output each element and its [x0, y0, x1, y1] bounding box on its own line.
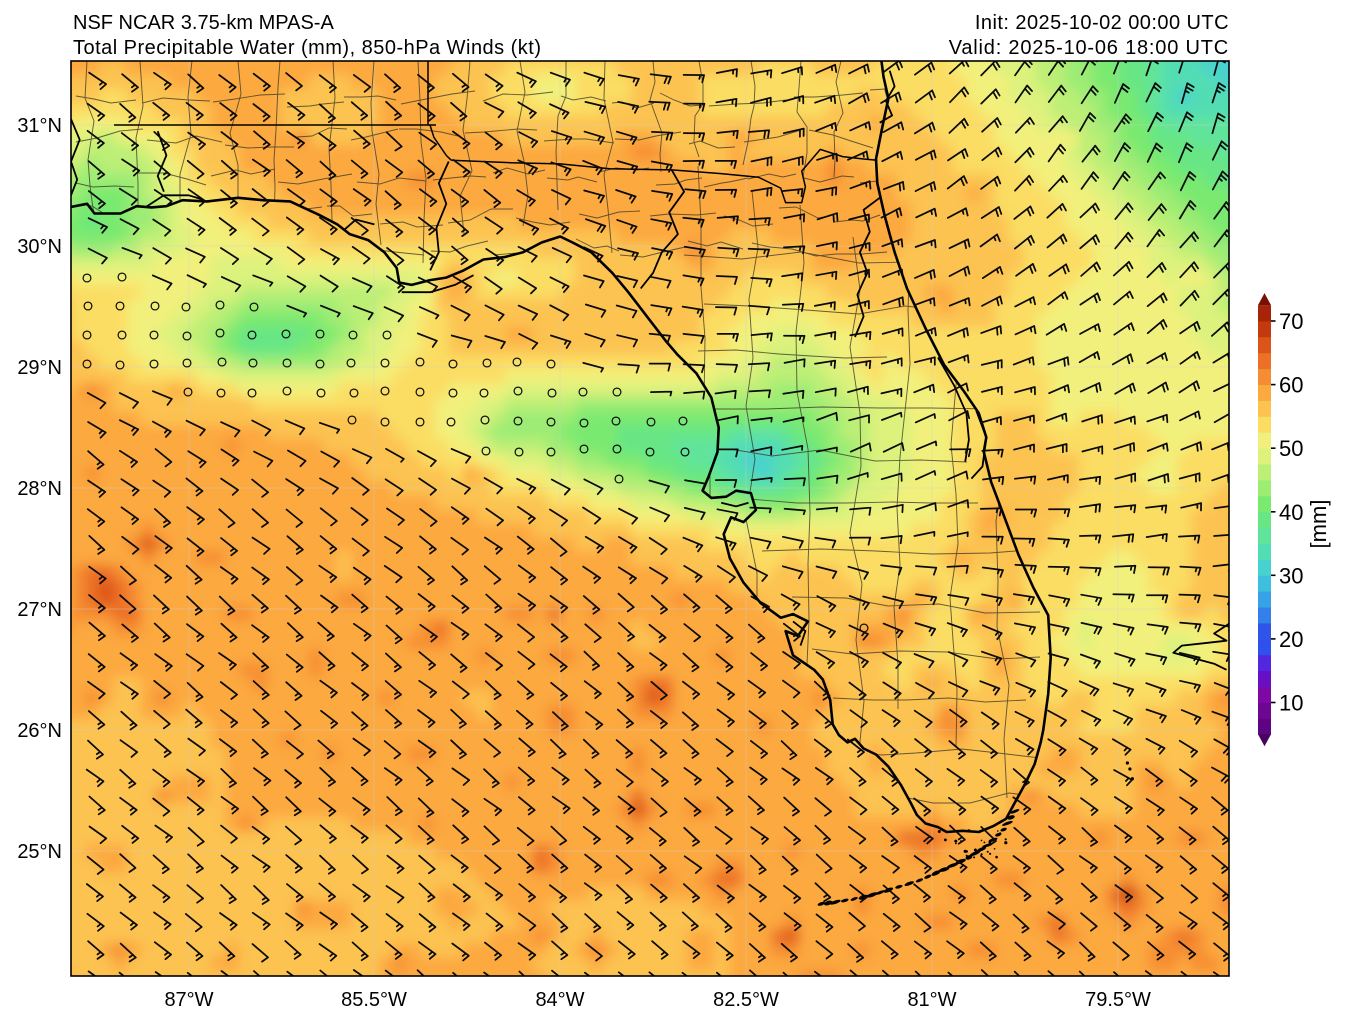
svg-text:31°N: 31°N — [17, 115, 62, 137]
svg-text:50: 50 — [1279, 436, 1303, 461]
svg-text:30°N: 30°N — [17, 236, 62, 258]
svg-text:10: 10 — [1279, 691, 1303, 716]
svg-text:[mm]: [mm] — [1306, 500, 1331, 549]
svg-text:20: 20 — [1279, 627, 1303, 652]
svg-text:81°W: 81°W — [907, 989, 956, 1011]
svg-text:28°N: 28°N — [17, 478, 62, 500]
svg-text:70: 70 — [1279, 309, 1303, 334]
svg-text:87°W: 87°W — [164, 989, 213, 1011]
svg-text:27°N: 27°N — [17, 599, 62, 621]
svg-text:82.5°W: 82.5°W — [713, 989, 779, 1011]
svg-text:60: 60 — [1279, 373, 1303, 398]
svg-text:Init: 2025-10-02 00:00 UTC: Init: 2025-10-02 00:00 UTC — [975, 12, 1229, 34]
svg-text:26°N: 26°N — [17, 720, 62, 742]
svg-text:40: 40 — [1279, 500, 1303, 525]
svg-text:84°W: 84°W — [535, 989, 584, 1011]
svg-text:85.5°W: 85.5°W — [341, 989, 407, 1011]
svg-text:Valid: 2025-10-06 18:00 UTC: Valid: 2025-10-06 18:00 UTC — [949, 37, 1229, 59]
svg-text:29°N: 29°N — [17, 357, 62, 379]
svg-text:25°N: 25°N — [17, 841, 62, 863]
svg-text:Total Precipitable Water (mm),: Total Precipitable Water (mm), 850-hPa W… — [73, 37, 541, 59]
svg-text:79.5°W: 79.5°W — [1085, 989, 1151, 1011]
svg-text:30: 30 — [1279, 563, 1303, 588]
svg-text:NSF NCAR 3.75-km MPAS-A: NSF NCAR 3.75-km MPAS-A — [73, 12, 334, 34]
